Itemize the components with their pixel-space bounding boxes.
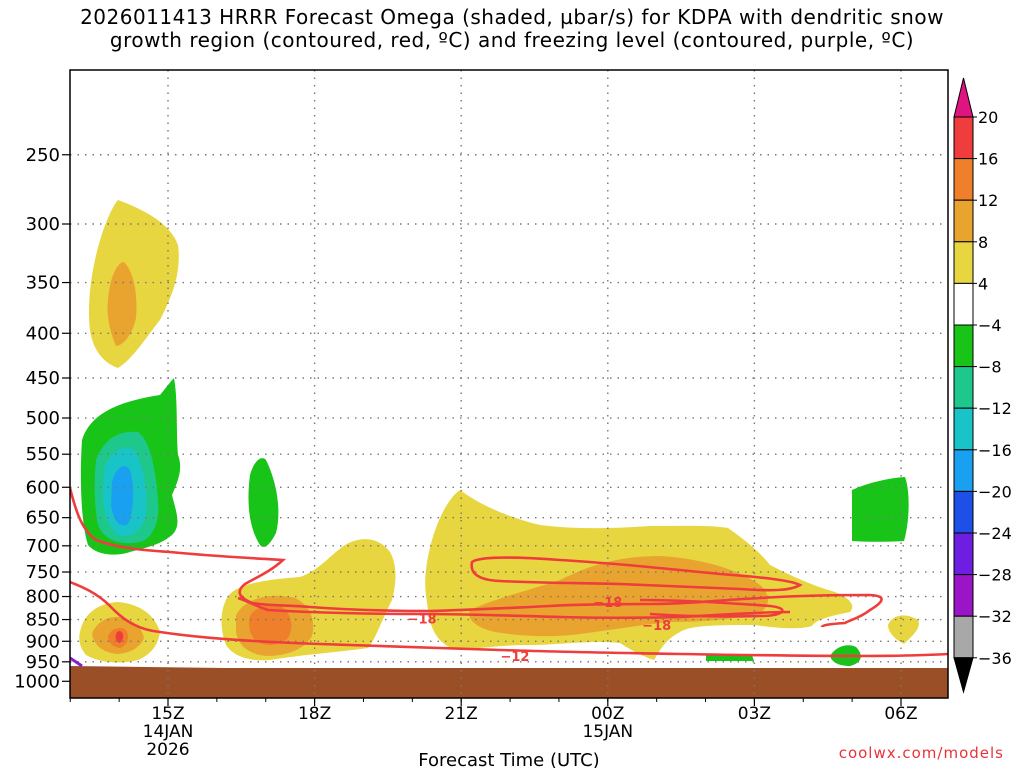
plot-frame xyxy=(69,69,949,699)
y-tick-label: 700 xyxy=(26,536,60,557)
chart-title: 2026011413 HRRR Forecast Omega (shaded, … xyxy=(0,6,1024,52)
x-tick-label: 03Z xyxy=(738,704,771,724)
colorbar-segment xyxy=(953,241,974,284)
colorbar-segment xyxy=(953,532,974,576)
colorbar-label: −12 xyxy=(978,399,1012,418)
contour-18-loop2 xyxy=(639,598,784,618)
colorbar: 20 16 12 8 4 −4 −8 −12 −16 −20 −24 −28 −32 −36 xyxy=(953,77,1012,694)
colorbar-segment xyxy=(953,282,974,326)
colorbar-label: −28 xyxy=(978,566,1012,585)
y-tick-label: 800 xyxy=(26,587,60,608)
colorbar-label: −16 xyxy=(978,441,1012,460)
y-tick-label: 900 xyxy=(26,631,60,652)
y-tick-label: 350 xyxy=(26,273,60,294)
contour-labels: −18 −18 −18 −12 xyxy=(408,596,672,665)
colorbar-label: −32 xyxy=(978,607,1012,626)
x-tick-label: 21Z xyxy=(445,704,478,724)
y-tick-label: 450 xyxy=(26,368,60,389)
colorbar-label: 20 xyxy=(978,108,998,127)
x-tick-label: 18Z xyxy=(298,704,331,724)
colorbar-segment xyxy=(953,615,974,659)
contours xyxy=(70,487,948,668)
contour-18-upper xyxy=(70,487,883,628)
title-line-1: 2026011413 HRRR Forecast Omega (shaded, … xyxy=(80,5,944,29)
x-tick-label: 06Z xyxy=(884,704,917,724)
y-tick-label: 400 xyxy=(26,323,60,344)
colorbar-segment xyxy=(953,199,974,243)
contour-label: −18 xyxy=(642,619,671,634)
omega-cell-green-east xyxy=(852,477,909,542)
colorbar-label: 12 xyxy=(978,191,998,210)
y-tick-label: 600 xyxy=(26,477,60,498)
colorbar-segment xyxy=(953,366,974,409)
omega-cell-mid-core xyxy=(249,604,292,645)
contour-label: −12 xyxy=(500,650,529,665)
colorbar-segment xyxy=(953,407,974,451)
ground-top-edge xyxy=(70,666,948,676)
colorbar-segment xyxy=(953,449,974,492)
y-tick-label: 1000 xyxy=(14,671,60,692)
y-tick-label: 500 xyxy=(26,408,60,429)
omega-cell-blue xyxy=(111,466,134,526)
omega-cell-upper-core xyxy=(107,262,137,346)
y-tick-label: 850 xyxy=(26,610,60,631)
y-tick-label: 650 xyxy=(26,508,60,529)
contour-label: −18 xyxy=(408,613,437,628)
freezing-level-contour xyxy=(70,656,83,668)
colorbar-label: −20 xyxy=(978,482,1012,501)
colorbar-label: −8 xyxy=(978,358,1002,377)
y-tick-label: 300 xyxy=(26,214,60,235)
x-axis-title: Forecast Time (UTC) xyxy=(418,750,599,768)
colorbar-segment xyxy=(953,490,974,534)
y-tick-label: 250 xyxy=(26,145,60,166)
contour-label: −18 xyxy=(593,596,622,611)
x-tick-year: 2026 xyxy=(146,740,189,760)
omega-cell-right-east xyxy=(888,615,919,644)
y-tick-label: 750 xyxy=(26,562,60,583)
colorbar-segment xyxy=(953,116,974,160)
contour-12 xyxy=(70,580,948,658)
omega-cell-green-17z xyxy=(248,458,279,547)
colorbar-segment xyxy=(953,158,974,201)
colorbar-label: 16 xyxy=(978,150,998,169)
contour-18-loop xyxy=(470,556,803,592)
colorbar-top-arrow xyxy=(953,77,974,118)
y-axis: 2503003504004505005506006507007508008509… xyxy=(14,145,70,692)
credit-link[interactable]: coolwx.com/models xyxy=(838,744,1004,762)
omega-cell-lower-left-peak xyxy=(115,631,124,643)
colorbar-segment xyxy=(953,324,974,368)
x-tick-label: 00Z xyxy=(591,704,624,724)
colorbar-segment xyxy=(953,574,974,617)
colorbar-label: −36 xyxy=(978,649,1012,668)
title-line-2: growth region (contoured, red, ºC) and f… xyxy=(109,28,915,52)
x-tick-date: 14JAN xyxy=(143,722,194,742)
colorbar-label: −24 xyxy=(978,524,1012,543)
x-tick-date: 15JAN xyxy=(582,722,633,742)
y-tick-label: 550 xyxy=(26,444,60,465)
colorbar-label: −4 xyxy=(978,316,1002,335)
colorbar-label: 8 xyxy=(978,233,988,252)
x-tick-label: 15Z xyxy=(151,704,184,724)
y-tick-label: 950 xyxy=(26,652,60,673)
colorbar-bottom-arrow xyxy=(953,657,974,694)
colorbar-label: 4 xyxy=(978,274,988,293)
